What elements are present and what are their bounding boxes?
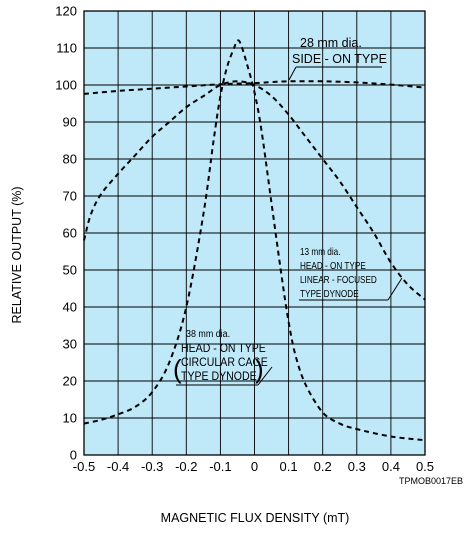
series-linear-focused-13mm (83, 80, 426, 301)
x-tick-label: 0.4 (382, 459, 400, 474)
y-tick-label: 70 (63, 189, 77, 204)
annotation-linear-focused-line-1: 13 mm dia. (300, 246, 340, 257)
x-tick-label: -0.3 (141, 459, 163, 474)
y-tick-label: 0 (70, 448, 77, 463)
y-tick-label: 40 (63, 300, 77, 315)
leader-side-on-pointer (288, 66, 297, 81)
annotation-side-on-line-1: 28 mm dia. (300, 36, 362, 50)
y-tick-label: 10 (63, 411, 77, 426)
x-tick-label: 0.1 (280, 459, 298, 474)
x-tick-label: 0.3 (348, 459, 366, 474)
annotation-circular-cage-line-4: TYPE DYNODE (181, 370, 257, 383)
annotation-circular-cage-left-paren: ( (173, 354, 182, 384)
x-tick-label: -0.1 (209, 459, 231, 474)
x-tick-label: 0.2 (314, 459, 332, 474)
series-circular-cage-38mm (83, 39, 426, 442)
x-tick-label: 0.5 (416, 459, 434, 474)
y-tick-label: 50 (63, 263, 77, 278)
annotation-linear-focused-line-4: TYPE DYNODE (300, 288, 359, 299)
leader-circular-cage-pointer (257, 366, 273, 386)
x-tick-label: -0.4 (107, 459, 129, 474)
annotation-circular-cage: 38 mm dia. HEAD - ON TYPE CIRCULAR CAGE … (173, 328, 268, 384)
x-tick-label: 0 (251, 459, 258, 474)
x-tick-label: -0.5 (73, 459, 95, 474)
y-tick-label: 20 (63, 374, 77, 389)
leader-linear-focused-pointer (387, 277, 403, 301)
annotation-circular-cage-right-paren: ) (255, 354, 264, 384)
plot-frame (83, 10, 426, 456)
x-tick-label: -0.2 (175, 459, 197, 474)
series-lines (83, 39, 426, 442)
annotation-linear-focused: 13 mm dia. HEAD - ON TYPE LINEAR - FOCUS… (300, 246, 377, 299)
y-tick-label: 80 (63, 152, 77, 167)
annotation-side-on-line-2: SIDE - ON TYPE (292, 52, 387, 66)
y-tick-label: 110 (56, 41, 77, 56)
annotation-linear-focused-line-2: HEAD - ON TYPE (300, 260, 366, 271)
y-tick-label: 30 (63, 337, 77, 352)
y-axis-title: RELATIVE OUTPUT (%) (10, 186, 24, 323)
y-tick-label: 60 (63, 226, 77, 241)
annotation-circular-cage-line-1: 38 mm dia. (186, 328, 230, 340)
series-side-on-28mm (83, 80, 426, 95)
x-axis-tick-labels: -0.5 -0.4 -0.3 -0.2 -0.1 0 0.1 0.2 0.3 0.4 0.5 (73, 459, 434, 474)
annotation-circular-cage-line-3: CIRCULAR CAGE (181, 356, 268, 369)
y-tick-label: 90 (63, 115, 77, 130)
y-tick-label: 120 (55, 4, 77, 19)
annotation-linear-focused-line-3: LINEAR - FOCUSED (300, 274, 377, 285)
annotation-circular-cage-line-2: HEAD - ON TYPE (181, 342, 266, 355)
x-axis-title: MAGNETIC FLUX DENSITY (mT) (161, 511, 350, 525)
y-axis-tick-labels: 0 10 20 30 40 50 60 70 80 90 100 110 120 (55, 4, 77, 463)
annotation-leaders (176, 66, 403, 386)
y-tick-label: 100 (55, 78, 77, 93)
annotation-side-on: 28 mm dia. SIDE - ON TYPE (292, 36, 387, 66)
figure-code: TPMOB0017EB (399, 476, 463, 486)
